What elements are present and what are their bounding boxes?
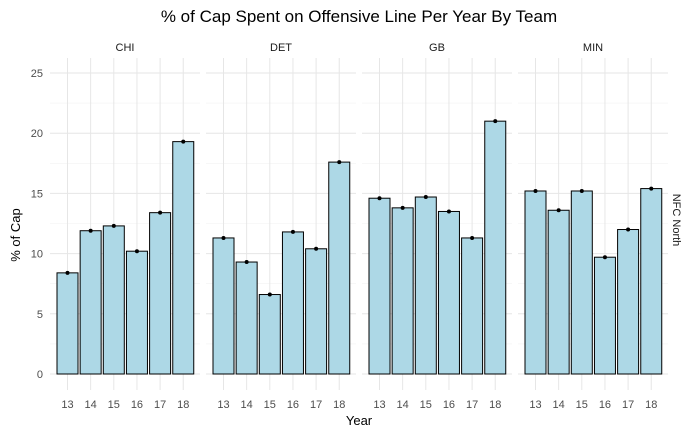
bar-gb-17	[461, 237, 484, 375]
bar-det-15	[258, 294, 281, 375]
y-tick-label: 25	[31, 68, 43, 80]
x-tick-label: 14	[85, 399, 97, 411]
x-tick-label: 16	[287, 399, 299, 411]
x-tick-label: 16	[599, 399, 611, 411]
point-gb-18	[493, 119, 498, 124]
bar-det-17	[305, 248, 328, 375]
x-tick-label: 13	[373, 399, 385, 411]
y-tick-label: 20	[31, 128, 43, 140]
bar-min-16	[593, 256, 616, 375]
x-axis-title: Year	[346, 413, 373, 428]
y-tick-label: 10	[31, 249, 43, 261]
bar-min-18	[640, 188, 663, 375]
bar-min-14	[547, 209, 570, 375]
point-chi-18	[181, 139, 186, 144]
point-min-17	[626, 227, 631, 232]
point-det-16	[290, 229, 295, 234]
bar-det-18	[328, 161, 351, 375]
point-det-14	[244, 260, 249, 265]
facet-panel-det: DET 13 14 15 16 17 18	[206, 42, 356, 411]
facet-strip-label: MIN	[583, 42, 603, 54]
bar-gb-18	[484, 120, 507, 375]
bar-chi-13	[56, 272, 79, 375]
point-gb-17	[470, 235, 475, 240]
x-tick-label: 17	[310, 399, 322, 411]
point-chi-13	[65, 270, 70, 275]
x-tick-label: 17	[466, 399, 478, 411]
x-tick-label: 18	[489, 399, 501, 411]
x-tick-label: 18	[177, 399, 189, 411]
point-det-18	[337, 160, 342, 165]
x-tick-label: 15	[108, 399, 120, 411]
bar-chi-17	[149, 212, 172, 375]
y-tick-label: 0	[37, 369, 43, 381]
y-tick-label: 15	[31, 188, 43, 200]
point-min-18	[649, 186, 654, 191]
bar-chi-18	[172, 141, 195, 375]
point-gb-14	[400, 205, 405, 210]
bar-det-14	[235, 261, 258, 375]
point-det-13	[221, 235, 226, 240]
point-min-13	[533, 188, 538, 193]
x-tick-label: 13	[61, 399, 73, 411]
x-tick-label: 14	[241, 399, 253, 411]
x-tick-label: 15	[264, 399, 276, 411]
facet-panel-chi: CHI 13 14 15 16 17 18	[50, 42, 200, 411]
x-tick-label: 17	[154, 399, 166, 411]
row-facet-label: NFC North	[670, 194, 682, 247]
bar-gb-15	[414, 196, 437, 375]
point-det-15	[267, 292, 272, 297]
point-min-15	[579, 188, 584, 193]
point-min-16	[602, 255, 607, 260]
chart-title: % of Cap Spent on Offensive Line Per Yea…	[161, 7, 557, 26]
bar-min-17	[617, 229, 640, 375]
point-chi-17	[158, 210, 163, 215]
bar-gb-13	[368, 197, 391, 375]
point-det-17	[314, 246, 319, 251]
facet-panel-min: MIN 13 14 15 16 17 18	[518, 42, 668, 411]
point-gb-13	[377, 196, 382, 201]
y-axis: 0 5 10 15 20 25	[31, 68, 43, 381]
x-tick-label: 15	[420, 399, 432, 411]
x-tick-label: 14	[553, 399, 565, 411]
bar-min-15	[570, 190, 593, 375]
point-min-14	[556, 208, 561, 213]
facet-strip-label: CHI	[116, 42, 135, 54]
bar-gb-16	[437, 210, 460, 375]
point-gb-15	[423, 195, 428, 200]
bar-chi-14	[79, 230, 102, 375]
x-tick-label: 14	[397, 399, 409, 411]
y-tick-label: 5	[37, 309, 43, 321]
x-tick-label: 16	[131, 399, 143, 411]
facet-panel-gb: GB 13 14 15 16 17 18	[362, 42, 512, 411]
x-tick-label: 16	[443, 399, 455, 411]
y-axis-title: % of Cap	[8, 208, 23, 261]
x-tick-label: 15	[576, 399, 588, 411]
facet-panels: CHI 13 14 15 16 17 18 DET 13 14 15 16 17 18 GB 13 14 15 16…	[50, 42, 668, 411]
x-tick-label: 18	[333, 399, 345, 411]
x-tick-label: 18	[645, 399, 657, 411]
point-chi-14	[88, 228, 93, 233]
bar-det-13	[212, 237, 235, 375]
x-tick-label: 17	[622, 399, 634, 411]
bar-gb-14	[391, 207, 414, 375]
point-chi-16	[134, 249, 139, 254]
bar-chi-15	[102, 225, 125, 375]
point-gb-16	[446, 209, 451, 214]
x-tick-label: 13	[217, 399, 229, 411]
facet-strip-label: GB	[429, 42, 445, 54]
bar-min-13	[524, 190, 547, 375]
x-tick-label: 13	[529, 399, 541, 411]
bar-det-16	[281, 231, 304, 375]
bar-chi-16	[125, 250, 148, 375]
point-chi-15	[111, 223, 116, 228]
facet-strip-label: DET	[270, 42, 292, 54]
